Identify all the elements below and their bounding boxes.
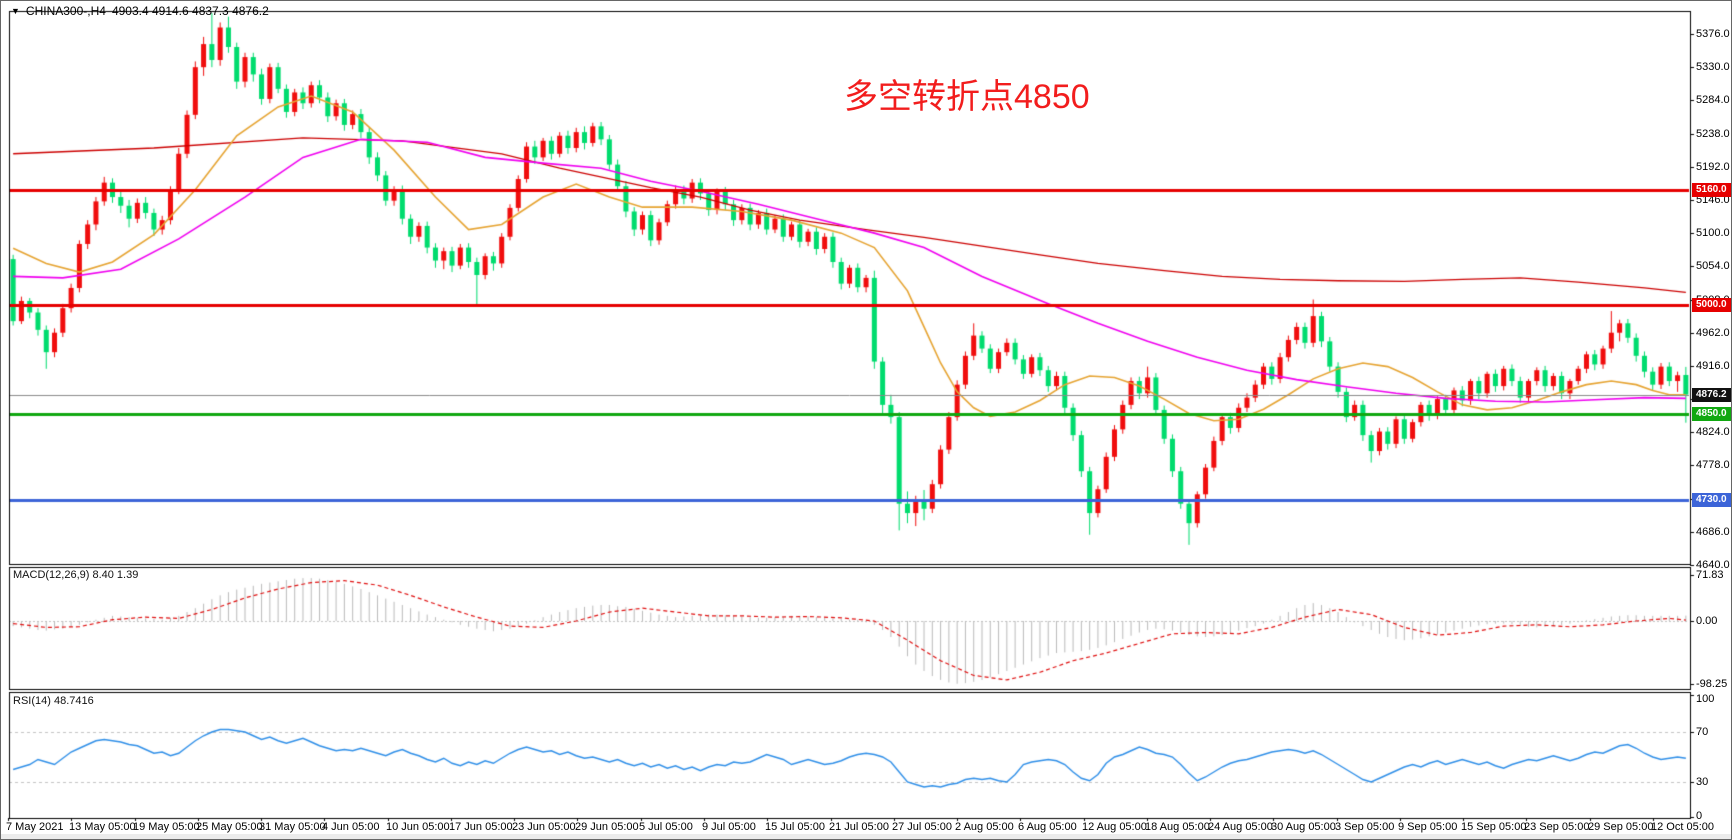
time-axis-label: 10 Jun 05:00 <box>386 821 450 833</box>
rsi-tick-label: 70 <box>1696 726 1709 738</box>
time-axis-label: 18 Aug 05:00 <box>1145 821 1210 833</box>
macd-tick-label: -98.25 <box>1696 678 1728 690</box>
time-axis-label: 12 Oct 05:00 <box>1651 821 1714 833</box>
chart-title-bar: ▼ CHINA300-,H4 4903.4 4914.6 4837.3 4876… <box>11 4 269 18</box>
rsi-tick-label: 0 <box>1696 810 1703 822</box>
price-level-badge: 4876.2 <box>1692 388 1731 402</box>
time-axis-label: 21 Jul 05:00 <box>829 821 889 833</box>
time-axis-label: 19 May 05:00 <box>133 821 200 833</box>
time-axis-label: 2 Aug 05:00 <box>955 821 1014 833</box>
price-tick-label: 5192.0 <box>1696 161 1730 173</box>
price-tick-label: 5376.0 <box>1696 28 1730 40</box>
price-tick-label: 4962.0 <box>1696 327 1730 339</box>
ohlc-values: 4903.4 4914.6 4837.3 4876.2 <box>111 4 269 18</box>
time-axis-label: 23 Jun 05:00 <box>512 821 576 833</box>
price-tick-label: 5054.0 <box>1696 260 1730 272</box>
symbol-timeframe-label: CHINA300-,H4 <box>25 4 106 18</box>
price-tick-label: 5238.0 <box>1696 128 1730 140</box>
macd-tick-label: 71.83 <box>1696 569 1724 581</box>
time-axis-label: 29 Sep 05:00 <box>1588 821 1654 833</box>
price-tick-label: 5146.0 <box>1696 194 1730 206</box>
rsi-tick-label: 30 <box>1696 776 1709 788</box>
price-tick-label: 5100.0 <box>1696 227 1730 239</box>
time-axis-label: 30 Aug 05:00 <box>1271 821 1336 833</box>
time-axis-label: 3 Sep 05:00 <box>1335 821 1395 833</box>
price-level-badge: 4730.0 <box>1692 493 1731 507</box>
price-level-badge: 4850.0 <box>1692 407 1731 421</box>
price-tick-label: 4640.0 <box>1696 559 1730 571</box>
price-tick-label: 5330.0 <box>1696 61 1730 73</box>
time-axis-label: 9 Jul 05:00 <box>702 821 756 833</box>
time-axis-label: 23 Sep 05:00 <box>1524 821 1590 833</box>
rsi-tick-label: 100 <box>1696 693 1715 705</box>
time-axis-label: 6 Aug 05:00 <box>1018 821 1077 833</box>
time-axis-label: 31 May 05:00 <box>259 821 326 833</box>
time-axis-label: 15 Sep 05:00 <box>1461 821 1527 833</box>
macd-tick-label: 0.00 <box>1696 615 1718 627</box>
time-axis-label: 5 Jul 05:00 <box>639 821 693 833</box>
price-tick-label: 4824.0 <box>1696 426 1730 438</box>
time-axis-label: 12 Aug 05:00 <box>1082 821 1147 833</box>
time-axis-label: 27 Jul 05:00 <box>892 821 952 833</box>
price-level-badge: 5160.0 <box>1692 183 1731 197</box>
price-level-badge: 5000.0 <box>1692 298 1731 312</box>
time-axis-label: 25 May 05:00 <box>196 821 263 833</box>
annotation-text: 多空转折点4850 <box>844 78 1090 116</box>
bottom-strip <box>1 834 1731 839</box>
time-axis-label: 15 Jul 05:00 <box>765 821 825 833</box>
time-axis-label: 24 Aug 05:00 <box>1208 821 1273 833</box>
time-axis-label: 29 Jun 05:00 <box>575 821 639 833</box>
time-axis-label: 7 May 2021 <box>6 821 64 833</box>
price-tick-label: 4778.0 <box>1696 459 1730 471</box>
time-axis-label: 17 Jun 05:00 <box>449 821 513 833</box>
price-tick-label: 5284.0 <box>1696 94 1730 106</box>
price-tick-label: 4686.0 <box>1696 526 1730 538</box>
time-axis-label: 9 Sep 05:00 <box>1398 821 1458 833</box>
time-axis-label: 4 Jun 05:00 <box>322 821 380 833</box>
symbol-dropdown-icon[interactable]: ▼ <box>11 6 20 16</box>
macd-indicator-label: MACD(12,26,9) 8.40 1.39 <box>13 569 139 581</box>
time-axis-label: 13 May 05:00 <box>69 821 136 833</box>
price-tick-label: 4916.0 <box>1696 360 1730 372</box>
rsi-indicator-label: RSI(14) 48.7416 <box>13 695 94 707</box>
